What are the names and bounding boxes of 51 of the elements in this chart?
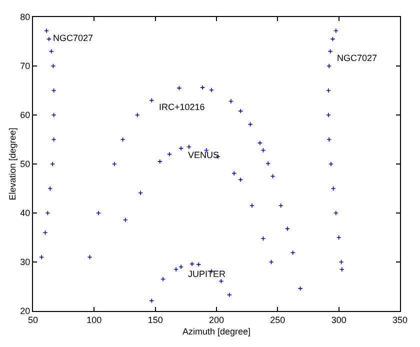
point (339, 266, 344, 272)
y-tick-label: 80 (20, 12, 30, 22)
point (96, 210, 101, 216)
point (160, 276, 166, 282)
annotation: IRC+10216 (159, 102, 205, 112)
point (178, 264, 184, 270)
point (174, 266, 179, 272)
x-tick-label: 350 (392, 314, 408, 325)
point (328, 162, 334, 166)
point (326, 64, 332, 68)
y-tick-label: 50 (20, 159, 30, 170)
point (218, 278, 224, 284)
annotation: NGC7027 (53, 33, 94, 43)
point (326, 88, 331, 93)
point (122, 217, 128, 222)
point (278, 203, 284, 208)
x-tick-label: 50 (28, 314, 38, 325)
point (238, 108, 244, 114)
point (50, 162, 56, 166)
point (257, 140, 262, 146)
y-tick-label: 70 (20, 61, 30, 72)
x-tick-label: 150 (148, 314, 163, 325)
y-tick-label: 30 (20, 257, 30, 268)
y-axis-title: Elevation [degree] (8, 128, 18, 200)
annotation: NGC7027 (337, 53, 378, 63)
point (249, 203, 254, 208)
x-axis-title: Azimuth [degree] (182, 326, 251, 337)
x-tick-label: 200 (208, 314, 224, 325)
annotation: JUPITER (188, 269, 226, 279)
y-tick-label: 40 (20, 208, 30, 218)
point (266, 161, 271, 166)
point (138, 190, 144, 196)
y-tick-label: 60 (20, 110, 30, 120)
point (157, 159, 162, 164)
point (333, 210, 338, 216)
point (326, 137, 332, 142)
annotation: VENUS (188, 150, 220, 160)
point (326, 112, 331, 118)
x-tick-label: 300 (331, 314, 346, 325)
y-tick-label: 20 (20, 306, 30, 316)
point (112, 162, 117, 166)
point (48, 186, 53, 191)
point (186, 144, 192, 150)
point (46, 36, 52, 42)
point (208, 88, 214, 93)
point (39, 254, 44, 260)
x-tick-label: 250 (270, 314, 286, 325)
point (190, 261, 195, 266)
x-tick-label: 100 (86, 314, 102, 325)
point (200, 85, 206, 90)
point (196, 262, 202, 267)
